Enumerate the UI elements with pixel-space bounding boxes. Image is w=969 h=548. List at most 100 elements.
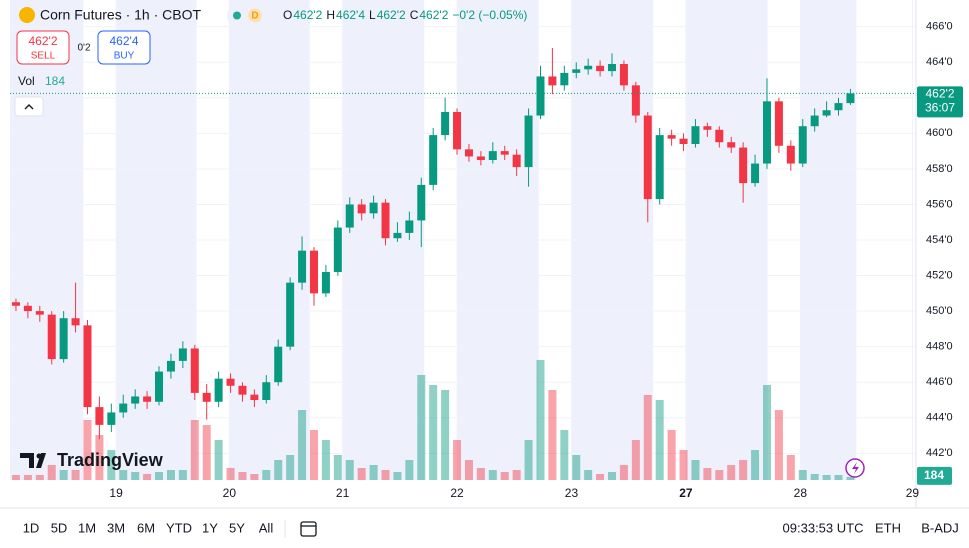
candle-body <box>453 112 462 150</box>
y-tick-label: 454'0 <box>926 234 953 246</box>
price-label: 462'2 <box>926 87 955 101</box>
candle-body <box>631 85 640 116</box>
candle-body <box>441 112 450 136</box>
candle-body <box>393 232 402 239</box>
range-button[interactable]: 1D <box>23 520 40 535</box>
candle-body <box>369 202 378 214</box>
y-tick-label: 450'0 <box>926 305 953 317</box>
candle-body <box>202 392 211 402</box>
volume-bar <box>71 470 80 480</box>
volume-bar <box>59 470 68 480</box>
adjust-button[interactable]: B-ADJ <box>921 520 959 535</box>
volume-bar <box>83 420 92 480</box>
collapse-button[interactable] <box>14 96 44 117</box>
candle-body <box>23 305 32 312</box>
x-tick-label: 21 <box>336 486 350 500</box>
volume-bar <box>405 460 414 480</box>
volume-bar <box>393 472 402 480</box>
y-tick-label: 446'0 <box>926 376 953 388</box>
volume-bar <box>619 465 628 480</box>
candle-body <box>786 145 795 164</box>
volume-bar <box>155 472 164 480</box>
volume-bar <box>238 472 247 480</box>
range-button[interactable]: All <box>259 520 274 535</box>
candle-body <box>655 135 664 200</box>
candle-body <box>238 385 247 395</box>
x-tick-label: 23 <box>565 486 579 500</box>
volume-bar <box>226 468 235 480</box>
session-button[interactable]: ETH <box>875 520 901 535</box>
sell-label: SELL <box>31 51 56 62</box>
buy-price: 462'4 <box>110 34 139 48</box>
range-button[interactable]: 5D <box>51 520 68 535</box>
x-tick-label: 20 <box>223 486 237 500</box>
volume-bar <box>345 460 354 480</box>
y-tick-label: 458'0 <box>926 163 953 175</box>
candle-body <box>608 64 617 72</box>
ohlc-key: L <box>369 8 376 22</box>
candle-body <box>500 151 509 155</box>
candle-body <box>619 64 628 86</box>
volume-bar <box>715 470 724 480</box>
candle-body <box>274 346 283 383</box>
volume-bar <box>524 440 533 480</box>
volume-bar <box>786 455 795 480</box>
volume-bar <box>822 475 831 480</box>
range-button[interactable]: 1Y <box>202 520 218 535</box>
candle-body <box>727 142 736 148</box>
candle-body <box>131 396 140 404</box>
status-d-bg <box>248 8 262 23</box>
volume-bar <box>202 425 211 480</box>
volume-bar <box>584 470 593 480</box>
volume-bar <box>751 450 760 480</box>
volume-bar <box>810 474 819 480</box>
candle-body <box>119 403 128 413</box>
symbol-title: Corn Futures · 1h · CBOT <box>40 7 201 23</box>
range-button[interactable]: 3M <box>107 520 125 535</box>
y-tick-label: 448'0 <box>926 341 953 353</box>
x-tick-label: 27 <box>679 486 693 500</box>
y-tick-label: 466'0 <box>926 21 953 33</box>
candle-body <box>524 115 533 168</box>
candle-body <box>143 396 152 402</box>
change: −0'2 (−0.05%) <box>452 8 527 22</box>
candles <box>11 48 855 440</box>
ohlc-key: C <box>410 8 419 22</box>
volume-bar <box>214 440 223 480</box>
y-tick-label: 456'0 <box>926 198 953 210</box>
sell-button[interactable] <box>16 30 70 65</box>
volume-bar <box>572 455 581 480</box>
volume-bar <box>250 474 259 480</box>
volume-label: 184 <box>924 468 944 482</box>
x-tick-label: 19 <box>109 486 123 500</box>
volume-bars <box>11 360 855 480</box>
range-button[interactable]: 6M <box>137 520 155 535</box>
calendar-icon[interactable] <box>300 521 317 537</box>
volume-bar <box>691 460 700 480</box>
candle-body <box>572 69 581 73</box>
candle-body <box>834 103 843 111</box>
volume-bar <box>417 375 426 480</box>
range-button[interactable]: YTD <box>166 520 192 535</box>
logo-dot <box>36 453 42 459</box>
volume-bar <box>679 450 688 480</box>
volume-label-box <box>917 466 952 485</box>
candle-body <box>596 65 605 72</box>
x-tick-label: 22 <box>450 486 464 500</box>
candle-body <box>298 250 307 283</box>
candle-body <box>429 135 438 185</box>
candle-body <box>155 371 164 402</box>
range-button[interactable]: 1M <box>78 520 96 535</box>
volume-bar <box>441 390 450 480</box>
volume-bar <box>464 460 473 480</box>
buy-button[interactable] <box>97 30 151 65</box>
volume-bar <box>381 470 390 480</box>
candle-body <box>715 129 724 143</box>
candle-body <box>226 378 235 386</box>
candle-body <box>333 227 342 272</box>
range-button[interactable]: 5Y <box>229 520 245 535</box>
volume-bar <box>274 460 283 480</box>
y-tick-label: 444'0 <box>926 412 953 424</box>
volume-bar <box>107 450 116 480</box>
candle-body <box>47 314 56 360</box>
